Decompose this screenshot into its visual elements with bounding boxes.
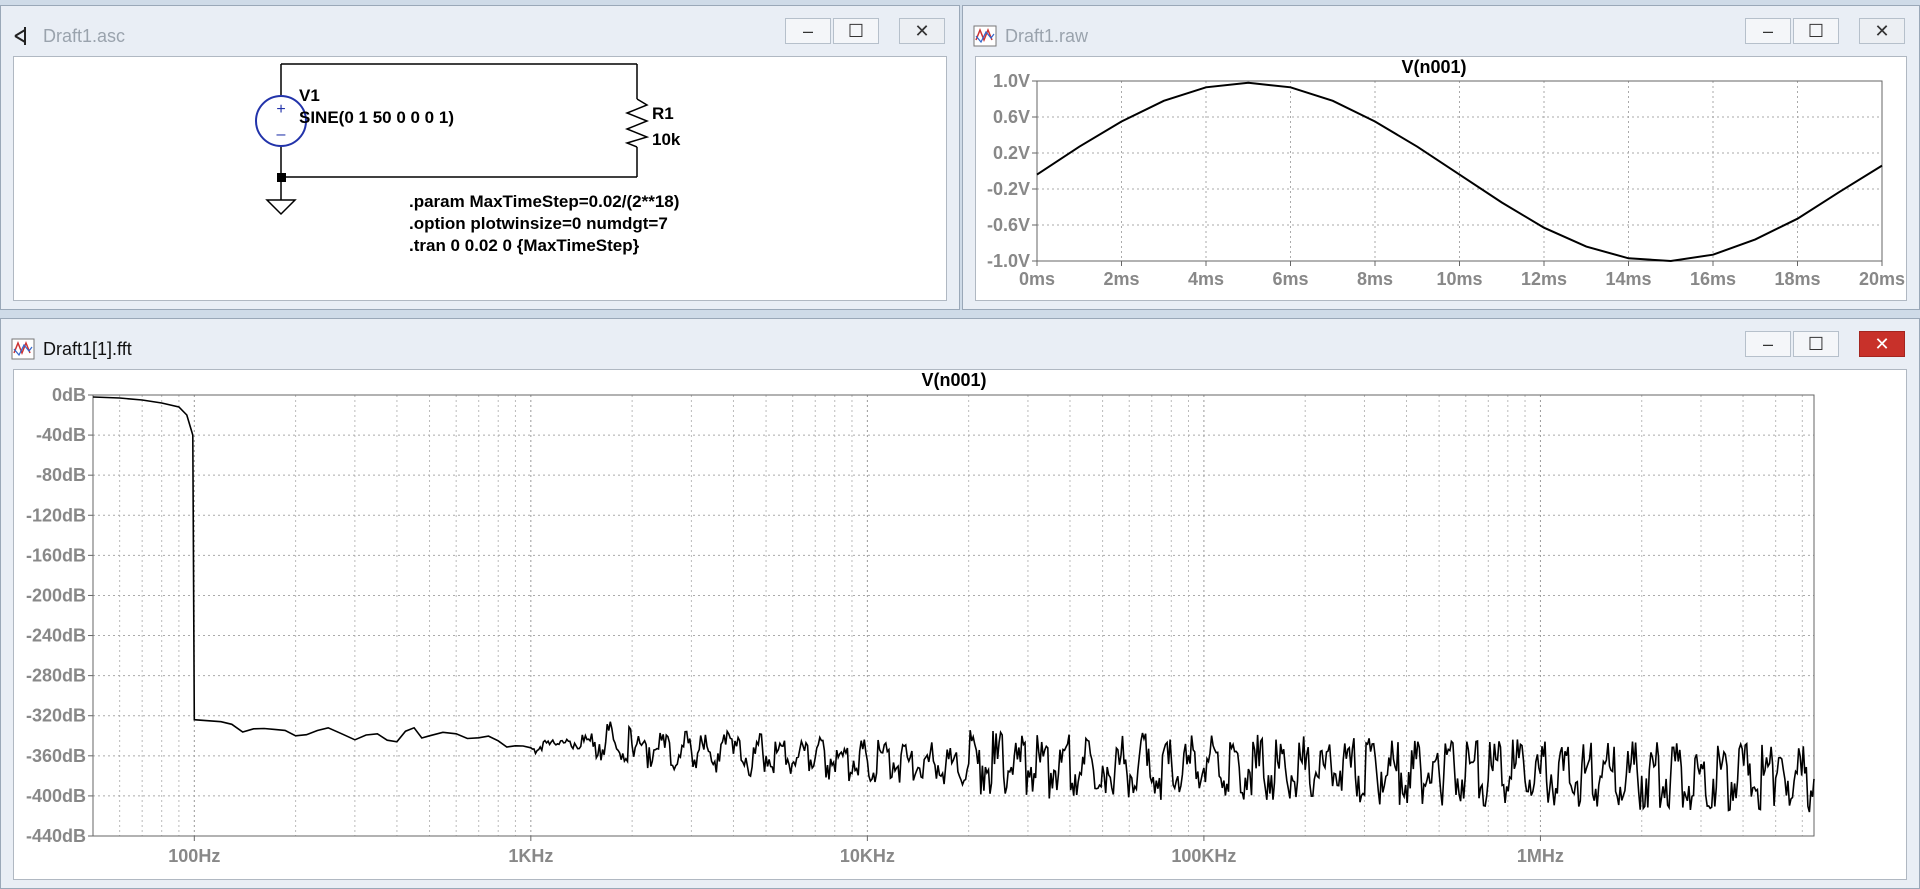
y-tick-label: -0.2V <box>987 179 1030 199</box>
r1-value[interactable]: 10k <box>652 130 681 149</box>
x-tick-label: 2ms <box>1103 269 1139 289</box>
fft-titlebar[interactable]: Draft1[1].fft – ☐ ✕ <box>1 319 1919 369</box>
y-tick-label: -0.6V <box>987 215 1030 235</box>
resistor-r1[interactable] <box>624 98 650 148</box>
fft-app-icon <box>11 337 35 361</box>
spice-directive-tran[interactable]: .tran 0 0.02 0 {MaxTimeStep} <box>409 236 640 255</box>
y-tick-label: -40dB <box>36 425 86 445</box>
chart-title: V(n001) <box>921 370 986 390</box>
y-tick-label: -240dB <box>26 626 86 646</box>
x-tick-label: 16ms <box>1690 269 1736 289</box>
x-tick-label: 14ms <box>1605 269 1651 289</box>
x-tick-label: 6ms <box>1272 269 1308 289</box>
y-tick-label: -440dB <box>26 826 86 846</box>
plus-sign: + <box>276 101 285 118</box>
y-tick-label: -400dB <box>26 786 86 806</box>
x-tick-label: 8ms <box>1357 269 1393 289</box>
voltage-source-v1[interactable]: + – <box>255 95 307 147</box>
y-tick-label: 0.6V <box>993 107 1030 127</box>
chart-title: V(n001) <box>1401 57 1466 77</box>
y-tick-label: 0.2V <box>993 143 1030 163</box>
schematic-canvas[interactable]: + – V1 SINE(0 1 50 0 0 0 1) R1 10k .para… <box>13 56 947 301</box>
y-tick-label: -1.0V <box>987 251 1030 271</box>
y-tick-label: -320dB <box>26 706 86 726</box>
close-button[interactable]: ✕ <box>1859 18 1905 44</box>
waveform-window-title: Draft1.raw <box>1005 26 1089 46</box>
y-tick-label: -160dB <box>26 545 86 565</box>
schematic-titlebar[interactable]: Draft1.asc – ☐ ✕ <box>1 6 959 56</box>
waveform-chart[interactable]: V(n001) 0ms 2ms 4ms 6ms 8ms 10ms 12ms 14ms 16ms 1… <box>976 57 1908 302</box>
close-button[interactable]: ✕ <box>1859 331 1905 357</box>
close-button[interactable]: ✕ <box>899 18 945 44</box>
maximize-button[interactable]: ☐ <box>833 18 879 44</box>
ground-symbol[interactable] <box>265 199 297 216</box>
waveform-titlebar[interactable]: Draft1.raw – ☐ ✕ <box>963 6 1919 56</box>
schematic-window[interactable]: Draft1.asc – ☐ ✕ + – V1 SINE(0 1 50 0 0 … <box>0 5 960 310</box>
y-tick-label: -120dB <box>26 505 86 525</box>
v1-value[interactable]: SINE(0 1 50 0 0 0 1) <box>299 108 454 127</box>
fft-chart[interactable]: V(n001) 100Hz 1KHz 10KHz 100KHz 1MHz 0dB -40d… <box>14 370 1908 881</box>
minimize-button[interactable]: – <box>1745 18 1791 44</box>
waveform-app-icon <box>973 24 997 48</box>
fft-trace[interactable] <box>92 396 1815 813</box>
x-tick-label: 1MHz <box>1517 846 1564 866</box>
waveform-plot-pane[interactable]: V(n001) 0ms 2ms 4ms 6ms 8ms 10ms 12ms 14ms 16ms 1… <box>975 56 1907 301</box>
fft-plot-pane[interactable]: V(n001) 100Hz 1KHz 10KHz 100KHz 1MHz 0dB -40d… <box>13 369 1907 880</box>
plot-frame <box>1036 80 1883 262</box>
fft-window-title: Draft1[1].fft <box>43 339 132 359</box>
plot-frame <box>92 394 1815 837</box>
schematic-window-title: Draft1.asc <box>43 26 126 46</box>
y-tick-label: 0dB <box>52 385 86 405</box>
x-tick-label: 100Hz <box>168 846 220 866</box>
x-tick-label: 20ms <box>1859 269 1905 289</box>
minimize-button[interactable]: – <box>785 18 831 44</box>
maximize-button[interactable]: ☐ <box>1793 18 1839 44</box>
r1-label[interactable]: R1 <box>652 104 674 123</box>
waveform-window[interactable]: Draft1.raw – ☐ ✕ V(n001) 0ms 2ms 4ms 6ms 8ms… <box>962 5 1920 310</box>
x-tick-label: 10KHz <box>840 846 895 866</box>
fft-window[interactable]: Draft1[1].fft – ☐ ✕ V(n001) 100Hz 1KHz 10K… <box>0 318 1920 889</box>
spice-directive-option[interactable]: .option plotwinsize=0 numdgt=7 <box>409 214 668 233</box>
minimize-button[interactable]: – <box>1745 331 1791 357</box>
y-tick-label: -80dB <box>36 465 86 485</box>
x-tick-label: 4ms <box>1188 269 1224 289</box>
maximize-button[interactable]: ☐ <box>1793 331 1839 357</box>
y-tick-label: 1.0V <box>993 71 1030 91</box>
x-tick-label: 10ms <box>1436 269 1482 289</box>
y-tick-label: -280dB <box>26 666 86 686</box>
schematic-app-icon <box>11 24 35 48</box>
minus-sign: – <box>277 126 286 143</box>
node-junction <box>277 173 286 182</box>
waveform-trace[interactable] <box>1036 81 1883 263</box>
x-tick-label: 0ms <box>1019 269 1055 289</box>
x-tick-label: 1KHz <box>508 846 553 866</box>
y-tick-label: -200dB <box>26 585 86 605</box>
spice-directive-param[interactable]: .param MaxTimeStep=0.02/(2**18) <box>409 192 679 211</box>
x-tick-label: 18ms <box>1774 269 1820 289</box>
y-tick-label: -360dB <box>26 746 86 766</box>
x-tick-label: 100KHz <box>1171 846 1236 866</box>
v1-label[interactable]: V1 <box>299 86 320 105</box>
x-tick-label: 12ms <box>1521 269 1567 289</box>
